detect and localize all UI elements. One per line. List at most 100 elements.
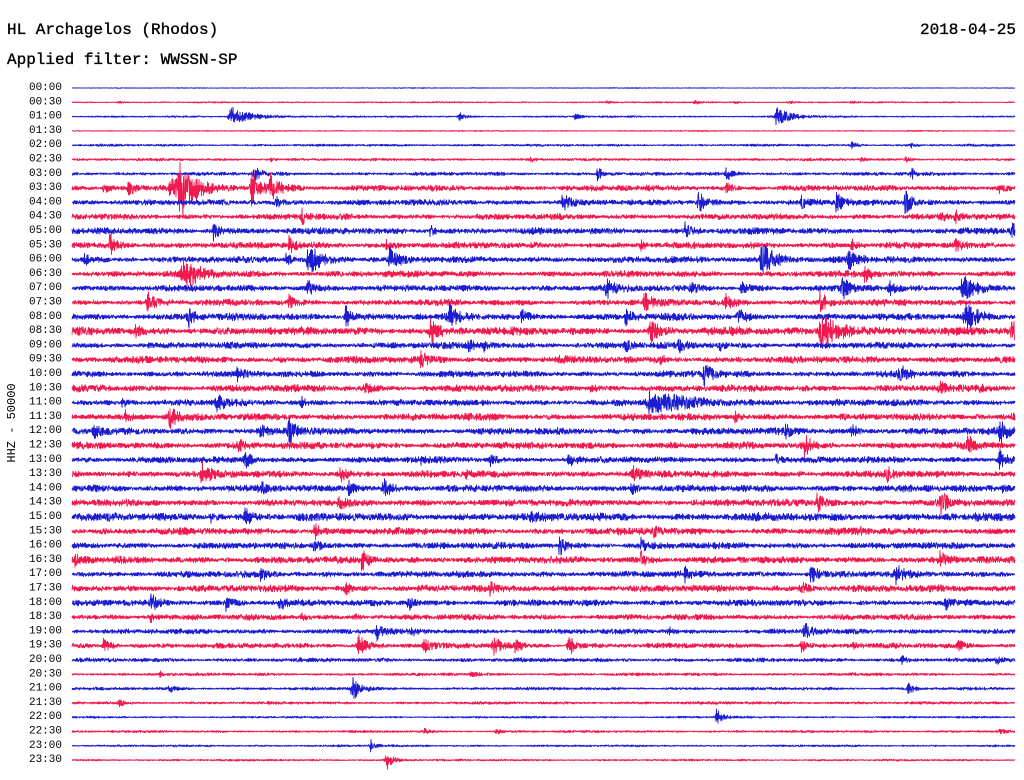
trace-17-00 bbox=[71, 565, 1016, 586]
trace-23-30 bbox=[71, 755, 1016, 770]
row-label-06-00: 06:00 bbox=[29, 254, 62, 266]
row-label-04-00: 04:00 bbox=[29, 196, 62, 208]
row-label-02-30: 02:30 bbox=[29, 154, 62, 166]
trace-12-30 bbox=[71, 434, 1016, 458]
trace-13-00 bbox=[71, 448, 1016, 470]
row-label-03-00: 03:00 bbox=[29, 168, 62, 180]
trace-15-30 bbox=[71, 523, 1016, 541]
row-label-16-00: 16:00 bbox=[29, 540, 62, 552]
row-label-11-00: 11:00 bbox=[29, 397, 62, 409]
trace-16-30 bbox=[71, 550, 1016, 571]
trace-22-30 bbox=[71, 727, 1016, 735]
trace-18-30 bbox=[71, 612, 1016, 624]
trace-20-30 bbox=[71, 670, 1016, 678]
row-label-13-30: 13:30 bbox=[29, 468, 62, 480]
row-label-01-00: 01:00 bbox=[29, 111, 62, 123]
row-label-16-30: 16:30 bbox=[29, 554, 62, 566]
row-label-07-00: 07:00 bbox=[29, 282, 62, 294]
trace-group bbox=[71, 87, 1016, 770]
row-label-22-00: 22:00 bbox=[29, 711, 62, 723]
row-label-03-30: 03:30 bbox=[29, 182, 62, 194]
row-label-10-30: 10:30 bbox=[29, 382, 62, 394]
trace-20-00 bbox=[71, 655, 1016, 666]
row-label-07-30: 07:30 bbox=[29, 297, 62, 309]
row-label-17-00: 17:00 bbox=[29, 568, 62, 580]
trace-21-00 bbox=[71, 676, 1016, 699]
row-label-23-00: 23:00 bbox=[29, 740, 62, 752]
trace-00-30 bbox=[71, 100, 1016, 105]
trace-05-00 bbox=[71, 221, 1016, 242]
y-axis-label: HHZ - 50000 bbox=[5, 383, 19, 462]
row-label-09-00: 09:00 bbox=[29, 339, 62, 351]
plot-date: 2018-04-25 bbox=[919, 21, 1016, 39]
row-label-21-00: 21:00 bbox=[29, 683, 62, 695]
trace-19-30 bbox=[71, 634, 1016, 656]
row-label-00-30: 00:30 bbox=[29, 96, 62, 108]
trace-17-30 bbox=[71, 581, 1016, 597]
row-label-15-00: 15:00 bbox=[29, 511, 62, 523]
trace-18-00 bbox=[71, 593, 1016, 613]
row-label-00-00: 00:00 bbox=[29, 82, 62, 94]
row-label-04-30: 04:30 bbox=[29, 211, 62, 223]
trace-05-30 bbox=[71, 233, 1016, 255]
row-label-08-30: 08:30 bbox=[29, 325, 62, 337]
row-label-13-00: 13:00 bbox=[29, 454, 62, 466]
row-label-19-00: 19:00 bbox=[29, 625, 62, 637]
row-label-18-00: 18:00 bbox=[29, 597, 62, 609]
row-label-09-30: 09:30 bbox=[29, 354, 62, 366]
trace-08-00 bbox=[71, 301, 1016, 330]
trace-03-30 bbox=[71, 161, 1016, 218]
filter-label: Applied filter: WWSSN-SP bbox=[7, 51, 238, 69]
row-label-05-30: 05:30 bbox=[29, 239, 62, 251]
row-label-group: 00:00 00:30 01:00 01:30 02:00 02:30 03:00 03:30… bbox=[29, 82, 62, 766]
row-label-12-00: 12:00 bbox=[29, 425, 62, 437]
trace-22-00 bbox=[71, 708, 1016, 724]
trace-14-30 bbox=[71, 492, 1016, 517]
trace-04-30 bbox=[71, 207, 1016, 226]
trace-03-00 bbox=[71, 167, 1016, 182]
trace-01-00 bbox=[71, 106, 1016, 126]
trace-21-30 bbox=[71, 699, 1016, 708]
trace-02-00 bbox=[71, 141, 1016, 150]
trace-10-00 bbox=[71, 365, 1016, 387]
row-label-15-30: 15:30 bbox=[29, 525, 62, 537]
trace-15-00 bbox=[71, 507, 1016, 525]
trace-07-00 bbox=[71, 276, 1016, 300]
trace-11-00 bbox=[71, 390, 1016, 415]
trace-14-00 bbox=[71, 478, 1016, 497]
trace-11-30 bbox=[71, 408, 1016, 430]
row-label-10-00: 10:00 bbox=[29, 368, 62, 380]
trace-23-00 bbox=[71, 739, 1016, 753]
station-title: HL Archagelos (Rhodos) bbox=[7, 21, 219, 39]
row-label-06-30: 06:30 bbox=[29, 268, 62, 280]
trace-07-30 bbox=[71, 291, 1016, 313]
trace-01-30 bbox=[71, 129, 1016, 133]
row-label-08-00: 08:00 bbox=[29, 311, 62, 323]
trace-19-00 bbox=[71, 622, 1016, 642]
trace-02-30 bbox=[71, 156, 1016, 163]
trace-06-30 bbox=[71, 257, 1016, 288]
row-label-22-30: 22:30 bbox=[29, 726, 62, 738]
row-label-20-30: 20:30 bbox=[29, 668, 62, 680]
trace-12-00 bbox=[71, 417, 1016, 444]
row-label-12-30: 12:30 bbox=[29, 440, 62, 452]
row-label-01-30: 01:30 bbox=[29, 125, 62, 137]
trace-13-30 bbox=[71, 461, 1016, 483]
trace-16-00 bbox=[71, 536, 1016, 556]
row-label-02-00: 02:00 bbox=[29, 139, 62, 151]
trace-06-00 bbox=[71, 244, 1016, 273]
trace-00-00 bbox=[71, 87, 1016, 89]
row-label-05-00: 05:00 bbox=[29, 225, 62, 237]
row-label-14-00: 14:00 bbox=[29, 482, 62, 494]
row-label-23-30: 23:30 bbox=[29, 754, 62, 766]
row-label-11-30: 11:30 bbox=[29, 411, 62, 423]
row-label-20-00: 20:00 bbox=[29, 654, 62, 666]
trace-09-00 bbox=[71, 338, 1016, 354]
trace-10-30 bbox=[71, 380, 1016, 395]
trace-04-00 bbox=[71, 190, 1016, 214]
trace-09-30 bbox=[71, 350, 1016, 369]
row-label-14-30: 14:30 bbox=[29, 497, 62, 509]
row-label-21-30: 21:30 bbox=[29, 697, 62, 709]
